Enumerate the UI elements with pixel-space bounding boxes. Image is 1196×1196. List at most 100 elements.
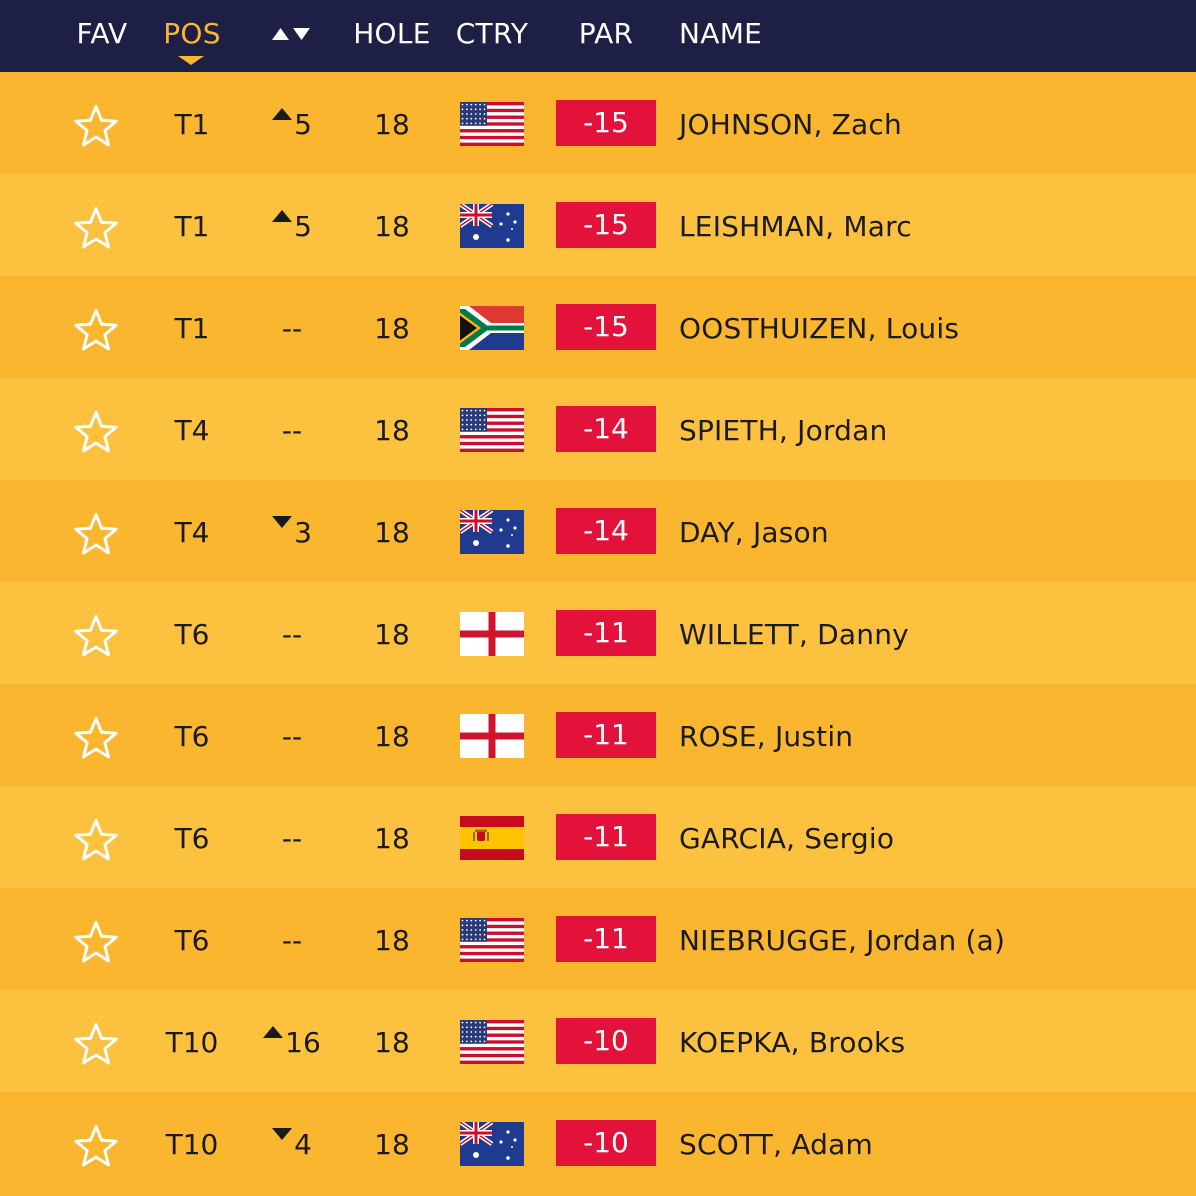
position-up-icon xyxy=(272,108,293,120)
player-row[interactable]: T6 -- 18 -11 ROSE, Justin xyxy=(0,684,1196,786)
movement-value: 5 xyxy=(294,108,312,141)
par-score-badge: -11 xyxy=(556,814,656,860)
country-flag-icon xyxy=(460,306,524,350)
player-name[interactable]: GARCIA, Sergio xyxy=(679,822,895,855)
position-movement: -- xyxy=(252,684,332,786)
movement-value: -- xyxy=(281,414,303,447)
position-down-icon xyxy=(272,516,293,528)
favorite-star-icon[interactable] xyxy=(73,410,119,454)
hole-number: 18 xyxy=(374,516,410,549)
player-row[interactable]: T1 5 18 -15 JOHNSON, Zach xyxy=(0,72,1196,174)
player-name[interactable]: OOSTHUIZEN, Louis xyxy=(679,312,960,345)
player-row[interactable]: T1 5 18 -15 LEISHMAN, Marc xyxy=(0,174,1196,276)
position-movement: -- xyxy=(252,888,332,990)
country-flag-icon xyxy=(460,816,524,860)
column-header-name[interactable]: NAME xyxy=(679,17,763,50)
position-movement: -- xyxy=(252,276,332,378)
player-row[interactable]: T4 -- 18 -14 SPIETH, Jordan xyxy=(0,378,1196,480)
position-up-icon xyxy=(263,1026,284,1038)
country-flag-icon xyxy=(460,102,524,146)
country-flag-icon xyxy=(460,918,524,962)
par-score-badge: -14 xyxy=(556,406,656,452)
country-flag-icon xyxy=(460,714,524,758)
hole-number: 18 xyxy=(374,924,410,957)
player-row[interactable]: T6 -- 18 -11 WILLETT, Danny xyxy=(0,582,1196,684)
player-row[interactable]: T6 -- 18 -11 GARCIA, Sergio xyxy=(0,786,1196,888)
hole-number: 18 xyxy=(374,822,410,855)
movement-value: -- xyxy=(281,720,303,753)
player-position: T1 xyxy=(174,312,210,345)
movement-value: -- xyxy=(281,822,303,855)
position-movement: 5 xyxy=(252,72,332,174)
player-row[interactable]: T4 3 18 -14 DAY, Jason xyxy=(0,480,1196,582)
player-name[interactable]: NIEBRUGGE, Jordan (a) xyxy=(679,924,1006,957)
player-position: T4 xyxy=(174,414,210,447)
player-name[interactable]: JOHNSON, Zach xyxy=(679,108,902,141)
position-movement: 16 xyxy=(252,990,332,1092)
column-header-fav[interactable]: FAV xyxy=(76,17,128,50)
position-movement: 4 xyxy=(252,1092,332,1194)
player-row[interactable]: T10 4 18 -10 SCOTT, Adam xyxy=(0,1092,1196,1194)
column-header-pos[interactable]: POS xyxy=(163,17,221,50)
column-header-ctry[interactable]: CTRY xyxy=(455,17,529,50)
hole-number: 18 xyxy=(374,1128,410,1161)
movement-value: 16 xyxy=(285,1026,321,1059)
player-name[interactable]: SPIETH, Jordan xyxy=(679,414,888,447)
player-position: T1 xyxy=(174,210,210,243)
player-position: T10 xyxy=(165,1026,219,1059)
favorite-star-icon[interactable] xyxy=(73,1022,119,1066)
sort-indicator-icon xyxy=(178,56,204,65)
hole-number: 18 xyxy=(374,1026,410,1059)
player-row[interactable]: T6 -- 18 -11 NIEBRUGGE, Jordan (a) xyxy=(0,888,1196,990)
player-name[interactable]: DAY, Jason xyxy=(679,516,829,549)
favorite-star-icon[interactable] xyxy=(73,920,119,964)
player-position: T6 xyxy=(174,924,210,957)
par-score-badge: -11 xyxy=(556,916,656,962)
player-name[interactable]: KOEPKA, Brooks xyxy=(679,1026,906,1059)
favorite-star-icon[interactable] xyxy=(73,308,119,352)
movement-sort-icon[interactable] xyxy=(272,26,312,42)
country-flag-icon xyxy=(460,204,524,248)
player-row[interactable]: T1 -- 18 -15 OOSTHUIZEN, Louis xyxy=(0,276,1196,378)
position-up-icon xyxy=(272,210,293,222)
country-flag-icon xyxy=(460,612,524,656)
position-movement: -- xyxy=(252,786,332,888)
country-flag-icon xyxy=(460,1020,524,1064)
column-header-hole[interactable]: HOLE xyxy=(353,17,431,50)
favorite-star-icon[interactable] xyxy=(73,614,119,658)
movement-value: 3 xyxy=(294,516,312,549)
position-movement: -- xyxy=(252,378,332,480)
hole-number: 18 xyxy=(374,618,410,651)
favorite-star-icon[interactable] xyxy=(73,512,119,556)
country-flag-icon xyxy=(460,510,524,554)
position-movement: 5 xyxy=(252,174,332,276)
hole-number: 18 xyxy=(374,210,410,243)
player-row[interactable]: T10 16 18 -10 KOEPKA, Brooks xyxy=(0,990,1196,1092)
player-name[interactable]: SCOTT, Adam xyxy=(679,1128,873,1161)
player-name[interactable]: ROSE, Justin xyxy=(679,720,854,753)
player-name[interactable]: LEISHMAN, Marc xyxy=(679,210,912,243)
movement-value: -- xyxy=(281,924,303,957)
player-name[interactable]: WILLETT, Danny xyxy=(679,618,909,651)
movement-value: 5 xyxy=(294,210,312,243)
player-position: T6 xyxy=(174,618,210,651)
par-score-badge: -11 xyxy=(556,610,656,656)
movement-value: 4 xyxy=(294,1128,312,1161)
column-header-par[interactable]: PAR xyxy=(578,17,634,50)
favorite-star-icon[interactable] xyxy=(73,104,119,148)
favorite-star-icon[interactable] xyxy=(73,1124,119,1168)
favorite-star-icon[interactable] xyxy=(73,716,119,760)
favorite-star-icon[interactable] xyxy=(73,206,119,250)
country-flag-icon xyxy=(460,1122,524,1166)
par-score-badge: -15 xyxy=(556,202,656,248)
movement-value: -- xyxy=(281,618,303,651)
position-movement: 3 xyxy=(252,480,332,582)
favorite-star-icon[interactable] xyxy=(73,818,119,862)
par-score-badge: -11 xyxy=(556,712,656,758)
par-score-badge: -14 xyxy=(556,508,656,554)
hole-number: 18 xyxy=(374,108,410,141)
position-down-icon xyxy=(272,1128,293,1140)
player-position: T6 xyxy=(174,720,210,753)
hole-number: 18 xyxy=(374,720,410,753)
